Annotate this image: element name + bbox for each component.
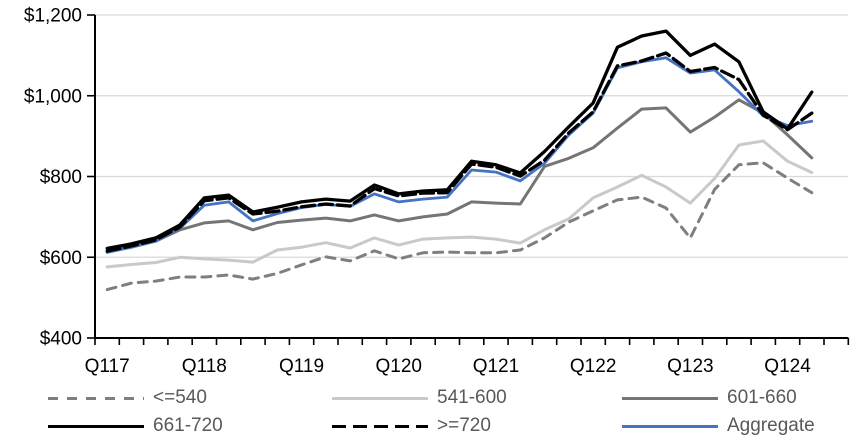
- legend-label-ge720: >=720: [437, 415, 491, 436]
- y-tick-label: $1,200: [24, 6, 82, 27]
- x-tick-label: Q119: [279, 356, 324, 377]
- legend-item-ge720: >=720: [332, 414, 491, 438]
- x-tick-label: Q123: [667, 356, 713, 377]
- series-line-aggregate: [105, 56, 814, 254]
- x-tick-label: Q117: [85, 356, 130, 377]
- legend-line-sample-dashed-black: [332, 424, 428, 428]
- y-tick-label: $400: [40, 329, 82, 350]
- series-line-601-660: [105, 98, 814, 253]
- legend-label-601-660: 601-660: [727, 387, 797, 408]
- x-tick-label: Q124: [764, 356, 811, 377]
- legend-label-541-600: 541-600: [437, 387, 507, 408]
- legend-line-sample-black: [48, 424, 144, 428]
- legend-line-sample-dashed-gray: [48, 396, 144, 400]
- legend-item-aggregate: Aggregate: [622, 414, 815, 438]
- series-line-540: [105, 161, 814, 292]
- legend-label-661-720: 661-720: [153, 415, 223, 436]
- legend-label-aggregate: Aggregate: [727, 415, 815, 436]
- y-tick-label: $800: [40, 167, 82, 188]
- legend-item-601-660: 601-660: [622, 386, 797, 410]
- x-tick-label: Q120: [376, 356, 422, 377]
- legend-line-sample-dark-gray: [622, 396, 718, 400]
- y-tick-label: $600: [40, 248, 82, 269]
- legend-item-661-720: 661-720: [48, 414, 223, 438]
- legend-line-sample-light-gray: [332, 396, 428, 400]
- legend-item-le540: <=540: [48, 386, 207, 410]
- series-line-661-720: [105, 29, 814, 251]
- x-tick-label: Q121: [473, 356, 519, 377]
- legend-line-sample-blue: [622, 424, 718, 428]
- legend-item-541-600: 541-600: [332, 386, 507, 410]
- series-line-720: [105, 51, 814, 253]
- x-tick-label: Q122: [570, 356, 616, 377]
- y-tick-label: $1,000: [24, 86, 82, 107]
- x-tick-label: Q118: [182, 356, 227, 377]
- series-line-541-600: [105, 139, 814, 269]
- legend-label-le540: <=540: [153, 387, 207, 408]
